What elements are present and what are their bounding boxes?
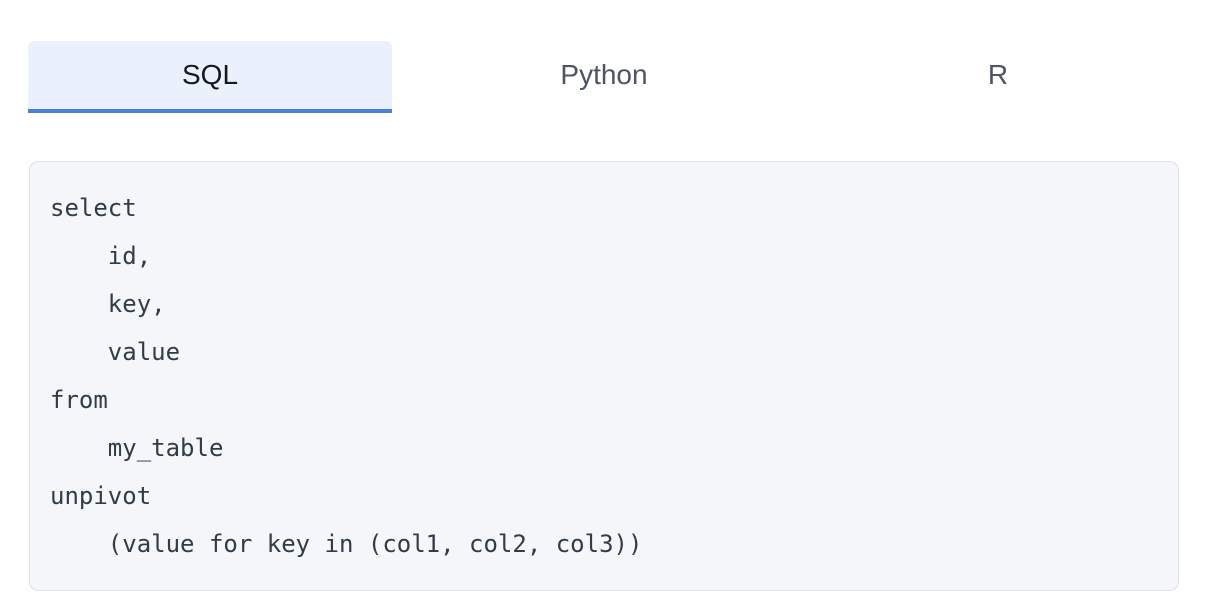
language-tab-bar: SQL Python R bbox=[28, 41, 1180, 113]
code-panel: select id, key, value from my_table unpi… bbox=[29, 161, 1179, 591]
code-block: select id, key, value from my_table unpi… bbox=[50, 194, 643, 558]
tab-python[interactable]: Python bbox=[422, 41, 786, 113]
tab-r[interactable]: R bbox=[816, 41, 1180, 113]
tab-sql[interactable]: SQL bbox=[28, 41, 392, 113]
